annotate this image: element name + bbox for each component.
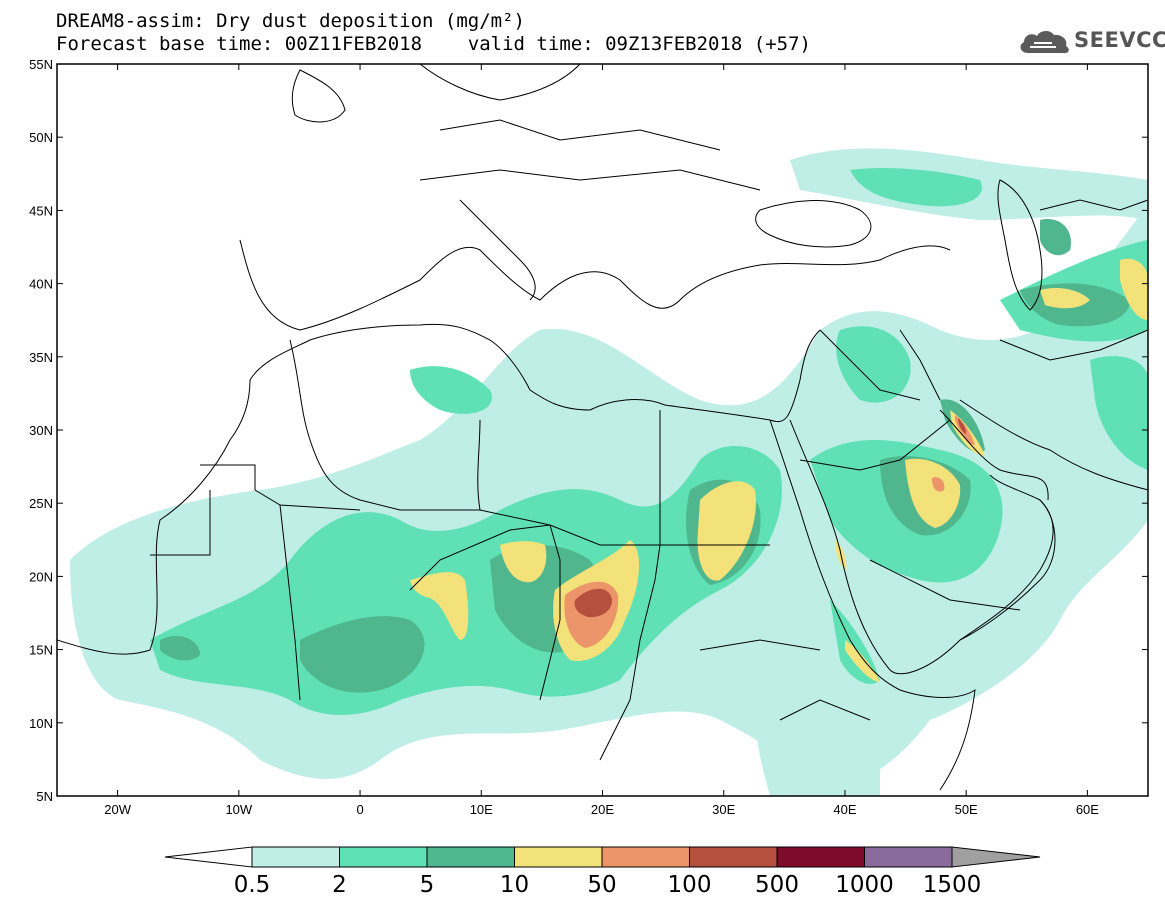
lon-tick-label: 10W xyxy=(225,802,252,817)
lat-tick-label: 10N xyxy=(29,716,53,731)
colorbar-label: 1000 xyxy=(835,872,894,898)
colorbar-high-arrow xyxy=(951,846,1041,868)
cloud-icon xyxy=(1020,30,1069,54)
map-subtitle: Forecast base time: 00Z11FEB2018 valid t… xyxy=(56,33,811,55)
colorbar-legend: 0.5 2 5 10 50 100 500 1000 1500 xyxy=(164,846,1041,898)
colorbar-label: 1500 xyxy=(923,872,982,898)
colorbar-box xyxy=(251,846,340,868)
lat-tick-label: 50N xyxy=(29,130,53,145)
lat-tick-label: 55N xyxy=(29,57,53,72)
colorbar-label: 500 xyxy=(755,872,799,898)
lat-tick-label: 40N xyxy=(29,277,53,292)
lon-tick-label: 50E xyxy=(955,802,978,817)
lon-tick-label: 20W xyxy=(104,802,131,817)
lat-tick-label: 30N xyxy=(29,423,53,438)
map-title: DREAM8-assim: Dry dust deposition (mg/m²… xyxy=(56,10,525,32)
colorbar-box xyxy=(601,846,690,868)
lat-tick-label: 45N xyxy=(29,203,53,218)
logo-text: SEEVCCC xyxy=(1074,28,1165,52)
lon-tick-label: 10E xyxy=(470,802,493,817)
lon-tick-label: 0 xyxy=(356,802,363,817)
colorbar-box xyxy=(514,846,603,868)
colorbar-box xyxy=(426,846,515,868)
longitude-axis: 20W 10W 0 10E 20E 30E 40E 50E 60E xyxy=(104,64,1099,817)
seevccc-logo: SEEVCCC xyxy=(1016,24,1165,60)
lat-tick-label: 35N xyxy=(29,350,53,365)
lat-tick-label: 15N xyxy=(29,643,53,658)
colorbar-label: 10 xyxy=(500,872,529,898)
latitude-axis: 55N 50N 45N 40N 35N 30N 25N 20N 15N 10N 5N xyxy=(29,57,1148,804)
lon-tick-label: 60E xyxy=(1076,802,1099,817)
colorbar-box xyxy=(776,846,865,868)
colorbar-box xyxy=(864,846,953,868)
colorbar-label: 2 xyxy=(332,872,347,898)
colorbar-box xyxy=(339,846,428,868)
colorbar-low-arrow xyxy=(164,846,253,868)
colorbar-label: 50 xyxy=(587,872,616,898)
colorbar-label: 0.5 xyxy=(234,872,271,898)
dust-contours xyxy=(70,148,1148,796)
coastlines xyxy=(57,64,1148,791)
lat-tick-label: 20N xyxy=(29,569,53,584)
colorbar-label: 5 xyxy=(420,872,435,898)
lat-tick-label: 5N xyxy=(36,789,53,804)
lon-tick-label: 30E xyxy=(712,802,735,817)
lat-tick-label: 25N xyxy=(29,496,53,511)
colorbar-box xyxy=(689,846,778,868)
lon-tick-label: 40E xyxy=(833,802,856,817)
colorbar-label: 100 xyxy=(668,872,712,898)
lon-tick-label: 20E xyxy=(591,802,614,817)
